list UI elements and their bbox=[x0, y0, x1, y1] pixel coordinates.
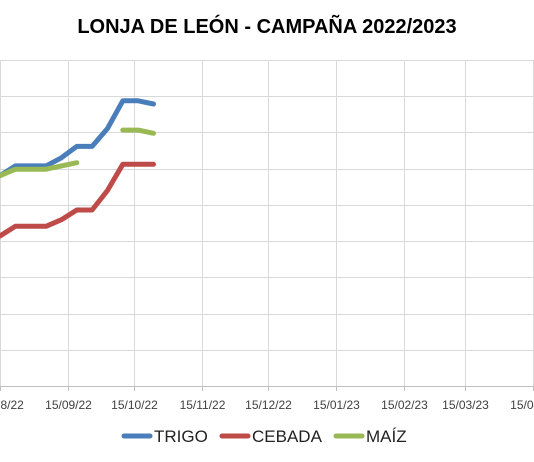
plot-area bbox=[0, 98, 156, 239]
legend-label: CEBADA bbox=[252, 427, 323, 446]
legend-item: CEBADA bbox=[219, 427, 323, 446]
legend-item: TRIGO bbox=[121, 427, 208, 446]
x-tick-label: 15/03/23 bbox=[442, 398, 489, 412]
legend-label: TRIGO bbox=[154, 427, 208, 446]
series-line-cebada bbox=[0, 161, 156, 239]
x-tick-label: 15/11/22 bbox=[180, 398, 226, 412]
legend-label: MAÍZ bbox=[366, 427, 407, 446]
chart-title: LONJA DE LEÓN - CAMPAÑA 2022/2023 bbox=[77, 14, 456, 38]
x-tick-label: 15/02/23 bbox=[381, 398, 428, 412]
x-tick-label: 15/10/22 bbox=[111, 398, 158, 412]
series-line-trigo bbox=[0, 98, 156, 179]
grid bbox=[0, 60, 534, 387]
legend-item: MAÍZ bbox=[333, 427, 407, 446]
x-tick-label: 15/08/22 bbox=[0, 398, 24, 412]
x-tick-label: 15/12/22 bbox=[245, 398, 292, 412]
series-line-maíz bbox=[0, 127, 156, 179]
legend: TRIGO CEBADA MAÍZ bbox=[121, 427, 407, 446]
x-tick-label: 15/09/22 bbox=[45, 398, 92, 412]
x-tick-label: 15/01/23 bbox=[313, 398, 360, 412]
x-tick-label: 15/04/23 bbox=[510, 398, 534, 412]
x-axis: 15/08/22 15/09/22 15/10/22 15/11/22 15/12/22… bbox=[0, 386, 534, 412]
